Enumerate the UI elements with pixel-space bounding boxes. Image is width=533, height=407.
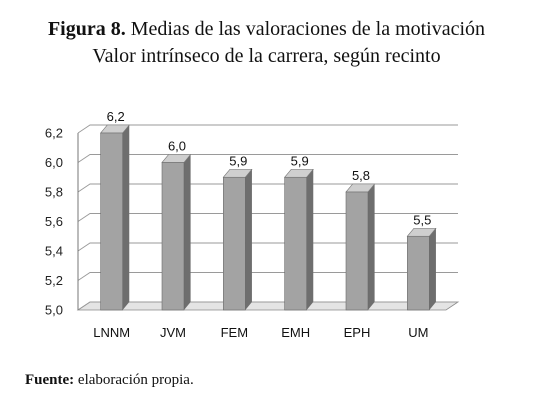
y-tick-label: 5,8 [45,185,63,200]
source-label: Fuente: [25,372,75,388]
gridline [77,124,458,134]
bar-value-label: 6,2 [107,109,125,124]
gridline [77,183,458,193]
bar-value-label: 5,8 [352,168,370,183]
figure-title-text: Medias de las valoraciones de la motivac… [130,18,486,40]
gridline [77,272,458,281]
chart-title: Figura 8. Medias de las valoraciones de … [0,18,533,41]
source-note: Fuente: elaboración propia. [25,372,194,389]
bar-side [429,228,436,310]
bar [100,132,123,311]
chart-floor [76,301,460,311]
y-tick-label: 5,6 [45,214,63,229]
figure-label: Figura 8. [47,18,126,40]
x-tick-label: FEM [221,325,248,340]
source-text: elaboración propia. [77,372,194,388]
y-tick-label: 6,0 [45,155,63,170]
gridline [77,154,458,163]
x-tick-label: JVM [160,325,186,340]
bar-side [245,169,252,310]
bar-value-label: 5,9 [229,153,247,168]
bar-side [306,169,314,310]
y-tick-label: 5,2 [45,273,63,288]
gridline [77,301,458,311]
x-tick-label: EMH [281,325,310,340]
gridline [77,242,458,252]
x-tick-label: EPH [344,325,371,340]
gridline [77,213,458,222]
bar-value-label: 5,5 [413,212,431,227]
bar [223,176,246,311]
bar [161,162,185,311]
chart-subtitle: Valor intrínseco de la carrera, según re… [92,45,441,67]
y-tick-label: 6,2 [45,126,63,141]
x-tick-label: UM [408,325,428,340]
bar-side [368,184,375,310]
bar [345,191,369,311]
x-tick-label: LNNM [93,325,130,340]
bar-side [184,154,191,310]
bar [284,176,307,311]
bar [407,235,430,311]
bar-value-label: 6,0 [168,139,186,154]
bar-side [122,125,130,310]
y-tick-label: 5,4 [45,244,63,259]
y-tick-label: 5,0 [45,303,63,318]
bar-value-label: 5,9 [291,153,309,168]
